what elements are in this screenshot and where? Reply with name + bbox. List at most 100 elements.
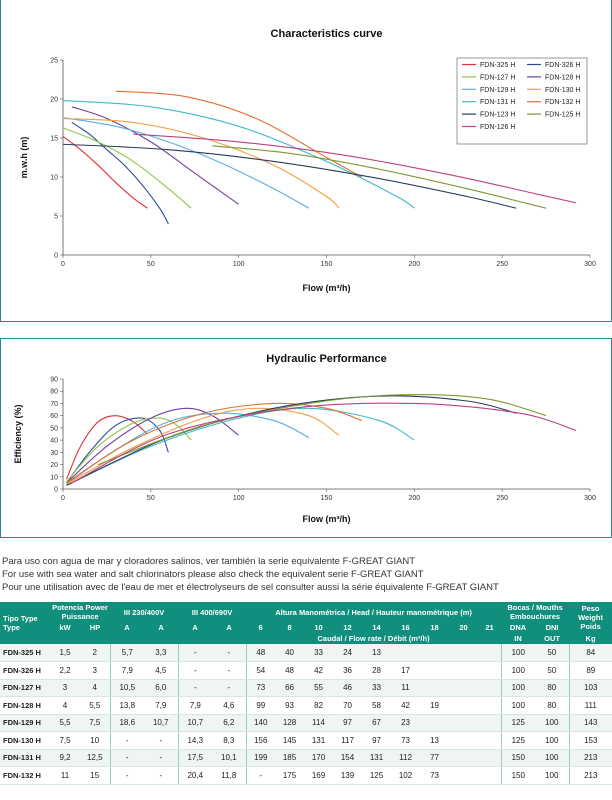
flow-cell: 73 [391, 731, 421, 750]
flow-cell [478, 749, 502, 767]
col-head-10: 10 [304, 622, 334, 633]
a230-cell: 18,6 [109, 714, 145, 732]
hp-cell: 10 [80, 731, 111, 750]
x-tick-label: 300 [584, 261, 596, 268]
y-tick-label: 15 [50, 136, 58, 143]
y-axis-label: Efficiency (%) [13, 404, 23, 463]
col-mouths-header: Bocas / Mouths Embouchures [501, 602, 570, 622]
kw-cell: 2,2 [50, 661, 80, 680]
flow-cell: 117 [333, 731, 363, 750]
x-tick-label: 250 [496, 261, 508, 268]
x-tick-label: 200 [408, 261, 420, 268]
flow-cell: 125 [362, 766, 392, 785]
series-line-fdn-325-h [66, 415, 148, 480]
col-dna: DNA [501, 622, 536, 633]
series-line-fdn-131-h [66, 407, 415, 486]
flow-cell: 97 [333, 714, 363, 732]
legend-entry: FDN-132 H [545, 99, 580, 106]
a230-cell: - [109, 749, 145, 767]
dni-cell: 80 [535, 696, 570, 715]
model-cell: FDN-130 H [0, 731, 50, 750]
flow-cell [420, 644, 450, 662]
weight-cell: 84 [568, 644, 612, 662]
series-line-fdn-126-h [71, 402, 577, 484]
hp-cell: 4 [80, 679, 111, 697]
kw-cell: 3 [50, 679, 80, 697]
flow-cell: 102 [391, 766, 421, 785]
col-flow-title: Caudal / Flow rate / Débit (m³/h) [246, 633, 502, 644]
hp-cell: 15 [80, 766, 111, 785]
dna-cell: 100 [500, 696, 536, 715]
a400-cell: 10,7 [144, 714, 179, 732]
flow-cell [449, 644, 479, 662]
x-tick-label: 0 [61, 495, 65, 502]
y-tick-label: 90 [50, 377, 58, 384]
flow-cell: 73 [245, 679, 276, 697]
x-tick-label: 300 [584, 495, 596, 502]
y-tick-label: 20 [50, 462, 58, 469]
flow-cell: 199 [245, 749, 276, 767]
col-iii400-header: III 400/690V [178, 602, 247, 622]
b400-cell: 8,3 [212, 731, 247, 750]
a230-cell: - [109, 731, 145, 750]
flow-cell [420, 679, 450, 697]
model-cell: FDN-127 H [0, 679, 50, 697]
legend-entry: FDN-123 H [480, 112, 515, 119]
y-tick-label: 10 [50, 474, 58, 481]
y-tick-label: 40 [50, 438, 58, 445]
series-line-fdn-125-h [212, 145, 547, 209]
col-head-12: 12 [333, 622, 363, 633]
series-line-fdn-123-h [62, 143, 517, 209]
series-line-fdn-125-h [97, 394, 547, 466]
flow-cell: 54 [245, 661, 276, 680]
flow-cell: 36 [333, 661, 363, 680]
y-tick-label: 10 [50, 175, 58, 182]
weight-cell: 213 [568, 766, 612, 785]
dna-cell: 100 [500, 644, 536, 662]
model-cell: FDN-131 H [0, 749, 50, 767]
y-tick-label: 80 [50, 389, 58, 396]
flow-cell: 13 [362, 644, 392, 662]
flow-cell: 156 [245, 731, 276, 750]
characteristics-curve-chart: Characteristics curve 0 50 100 150 200 250 300 0… [19, 28, 596, 293]
dna-cell: 100 [500, 679, 536, 697]
dna-cell: 100 [500, 661, 536, 680]
flow-cell: 131 [362, 749, 392, 767]
hp-cell: 3 [80, 661, 111, 680]
model-cell: FDN-128 H [0, 696, 50, 715]
a230-cell: 5,7 [109, 644, 145, 662]
flow-cell: 24 [333, 644, 363, 662]
flow-cell [449, 714, 479, 732]
weight-cell: 213 [568, 749, 612, 767]
flow-cell [478, 731, 502, 750]
a400-cell: - [144, 749, 179, 767]
a230-cell: 10,5 [109, 679, 145, 697]
flow-cell [449, 679, 479, 697]
flow-cell: 23 [391, 714, 421, 732]
kw-cell: 1,5 [50, 644, 80, 662]
y-tick-label: 0 [54, 487, 58, 494]
y-tick-label: 25 [50, 58, 58, 65]
col-head-20: 20 [449, 622, 479, 633]
col-head-6: 6 [246, 622, 276, 633]
col-head-14: 14 [362, 622, 392, 633]
table-row: FDN-132 H 11 15- -20,4 11,8-175 169 139 125 102 7… [0, 766, 612, 785]
col-power-header: Potencia Power Puissance [50, 602, 111, 622]
legend-entry: FDN-131 H [480, 99, 515, 106]
x-tick-label: 0 [61, 261, 65, 268]
weight-cell: 103 [568, 679, 612, 697]
b230-cell: 10,7 [177, 714, 213, 732]
flow-cell: - [245, 766, 276, 785]
col-kg: Kg [569, 633, 612, 644]
flow-cell: 42 [304, 661, 334, 680]
kw-cell: 7,5 [50, 731, 80, 750]
table-row: FDN-127 H 3 4 10,5 6,0- -73 66 55 46 33 11 100 80 103 [0, 679, 612, 697]
x-tick-label: 200 [408, 495, 420, 502]
model-cell: FDN-325 H [0, 644, 50, 662]
spec-table: Tipo Type Type Potencia Power Puissance … [0, 602, 612, 785]
y-tick-label: 50 [50, 425, 58, 432]
flow-cell [449, 731, 479, 750]
a400-cell: - [144, 731, 179, 750]
legend-entry: FDN-128 H [545, 74, 580, 81]
characteristics-curve-panel: Characteristics curve 0 50 100 150 200 250 300 0… [0, 0, 612, 322]
